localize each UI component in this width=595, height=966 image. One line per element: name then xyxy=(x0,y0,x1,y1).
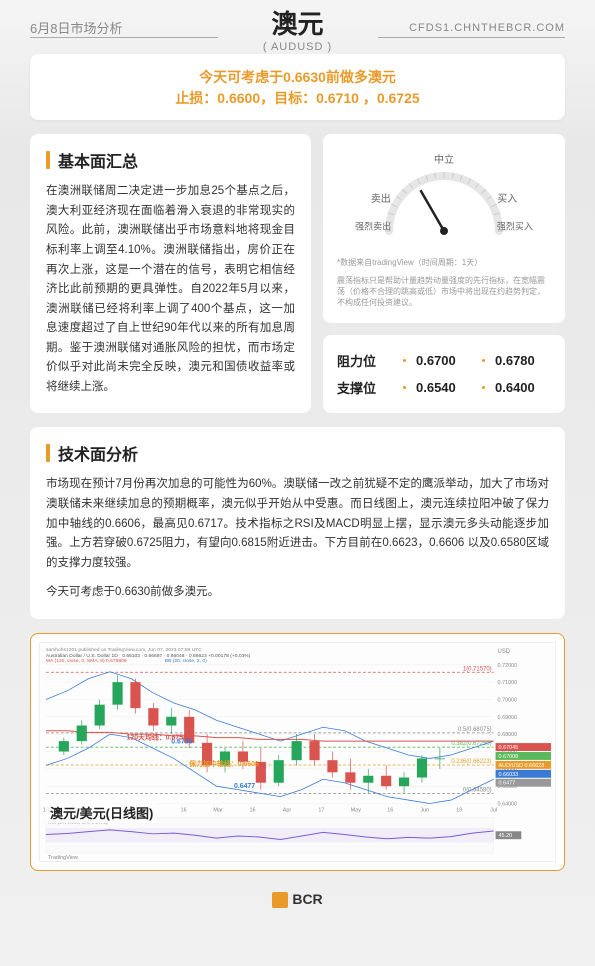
svg-text:19: 19 xyxy=(456,807,462,813)
svg-text:USD: USD xyxy=(498,649,511,655)
svg-text:0.6477: 0.6477 xyxy=(234,783,255,790)
page-subtitle: ( AUDUSD ) xyxy=(263,41,332,53)
svg-text:强烈卖出: 强烈卖出 xyxy=(355,221,391,232)
svg-text:0(0.64580): 0(0.64580) xyxy=(463,787,492,793)
reco-line-1: 今天可考虑于0.6630前做多澳元 xyxy=(46,66,549,88)
svg-text:45.20: 45.20 xyxy=(499,833,513,839)
svg-text:0.67045: 0.67045 xyxy=(499,745,519,751)
svg-text:samhohs1201 published on Tradi: samhohs1201 published on TradingView.com… xyxy=(46,647,202,653)
gauge-source: *数据来自tradingView（时间周期：1天） xyxy=(337,257,551,268)
footer: BCR xyxy=(0,885,595,914)
svg-text:16: 16 xyxy=(181,807,187,813)
svg-text:买入: 买入 xyxy=(497,193,517,205)
svg-text:0.67008: 0.67008 xyxy=(499,754,519,760)
svg-text:0.68000: 0.68000 xyxy=(498,732,518,738)
svg-text:0.382(0.67250): 0.382(0.67250) xyxy=(451,741,491,747)
svg-text:16: 16 xyxy=(387,807,393,813)
svg-text:0.66033: 0.66033 xyxy=(499,771,519,777)
technical-card: 技术面分析 市场现在预计7月份再次加息的可能性为60%。澳联储一改之前犹疑不定的… xyxy=(30,427,565,618)
fundamentals-body: 在澳洲联储周二决定进一步加息25个基点之后，澳大利亚经济现在面临着滑入衰退的非常… xyxy=(46,182,295,397)
support-label: 支撑位 xyxy=(337,378,393,397)
date-label: 6月8日市场分析 xyxy=(30,18,298,37)
source-url: CFDS1.CHNTHEBCR.COM xyxy=(298,22,566,34)
technical-body-1: 市场现在预计7月份再次加息的可能性为60%。澳联储一改之前犹疑不定的鹰派举动，加… xyxy=(46,475,549,573)
svg-text:BB (20, close, 2, 0): BB (20, close, 2, 0) xyxy=(165,658,207,664)
page-title: 澳元 xyxy=(263,10,332,39)
svg-text:MA (120, close, 0, SMA, 9) 0.6: MA (120, close, 0, SMA, 9) 0.675809 xyxy=(46,658,127,664)
resistance-row: 阻力位 0.6700 0.6780 xyxy=(337,347,551,374)
reco-line-2: 止损：0.6600，目标：0.6710 ，0.6725 xyxy=(46,88,549,108)
technical-title: 技术面分析 xyxy=(46,441,549,465)
resistance-2: 0.6780 xyxy=(495,353,551,368)
svg-text:120天均线：0.6758: 120天均线：0.6758 xyxy=(127,732,188,741)
support-1: 0.6540 xyxy=(416,380,472,395)
svg-text:Apr: Apr xyxy=(283,807,292,813)
technical-body-2: 今天可考虑于0.6630前做多澳元。 xyxy=(46,583,549,603)
sentiment-gauge: 卖出 中立买入强烈卖出 强烈买入 xyxy=(354,146,534,246)
price-chart: samhohs1201 published on TradingView.com… xyxy=(39,642,556,862)
recommendation-card: 今天可考虑于0.6630前做多澳元 止损：0.6600，目标：0.6710 ，0… xyxy=(30,54,565,120)
fundamentals-title: 基本面汇总 xyxy=(46,148,295,172)
svg-text:1(0.71570): 1(0.71570) xyxy=(463,666,492,672)
svg-text:0.236(0.66223): 0.236(0.66223) xyxy=(451,759,491,765)
title-block: 澳元 ( AUDUSD ) xyxy=(263,10,332,53)
fundamentals-card: 基本面汇总 在澳洲联储周二决定进一步加息25个基点之后，澳大利亚经济现在面临着滑… xyxy=(30,134,311,413)
resistance-1: 0.6700 xyxy=(416,353,472,368)
svg-text:Jun: Jun xyxy=(420,807,429,813)
svg-text:0.71000: 0.71000 xyxy=(498,680,518,686)
brand-icon xyxy=(272,892,288,908)
gauge-disclaimer: 震荡指标只是帮助计量趋势动量强度的先行指标，在宽幅震荡（价格不合理的跳高或低）市… xyxy=(337,275,551,309)
svg-text:0.69000: 0.69000 xyxy=(498,714,518,720)
svg-text:0.70000: 0.70000 xyxy=(498,697,518,703)
svg-text:0.6477: 0.6477 xyxy=(499,780,516,786)
header: 6月8日市场分析 澳元 ( AUDUSD ) CFDS1.CHNTHEBCR.C… xyxy=(0,0,595,45)
support-2: 0.6400 xyxy=(495,380,551,395)
svg-text:卖出: 卖出 xyxy=(371,192,391,205)
svg-text:0.72000: 0.72000 xyxy=(498,662,518,668)
svg-text:16: 16 xyxy=(250,807,256,813)
svg-text:Jul: Jul xyxy=(490,807,497,813)
svg-text:Mar: Mar xyxy=(213,807,223,813)
svg-text:0.64000: 0.64000 xyxy=(498,801,518,807)
svg-text:May: May xyxy=(351,807,362,813)
gauge-card: 卖出 中立买入强烈卖出 强烈买入 *数据来自tradingView（时间周期：1天）… xyxy=(323,134,565,323)
levels-card: 阻力位 0.6700 0.6780 支撑位 0.6540 0.6400 xyxy=(323,335,565,413)
svg-text:强烈买入: 强烈买入 xyxy=(497,222,533,232)
brand-name: BCR xyxy=(292,891,322,907)
resistance-label: 阻力位 xyxy=(337,351,393,370)
svg-text:TradingView: TradingView xyxy=(48,855,78,861)
svg-text:0.5(0.68075): 0.5(0.68075) xyxy=(458,727,492,733)
chart-title: 澳元/美元(日线图) xyxy=(46,802,157,823)
support-row: 支撑位 0.6540 0.6400 xyxy=(337,374,551,401)
svg-text:17: 17 xyxy=(318,807,324,813)
svg-text:中立: 中立 xyxy=(434,153,454,166)
svg-text:AUD/USD 0.66623: AUD/USD 0.66623 xyxy=(499,763,545,769)
svg-text:保力加中轴线：0.6606: 保力加中轴线：0.6606 xyxy=(188,759,259,768)
chart-card: samhohs1201 published on TradingView.com… xyxy=(30,633,565,871)
